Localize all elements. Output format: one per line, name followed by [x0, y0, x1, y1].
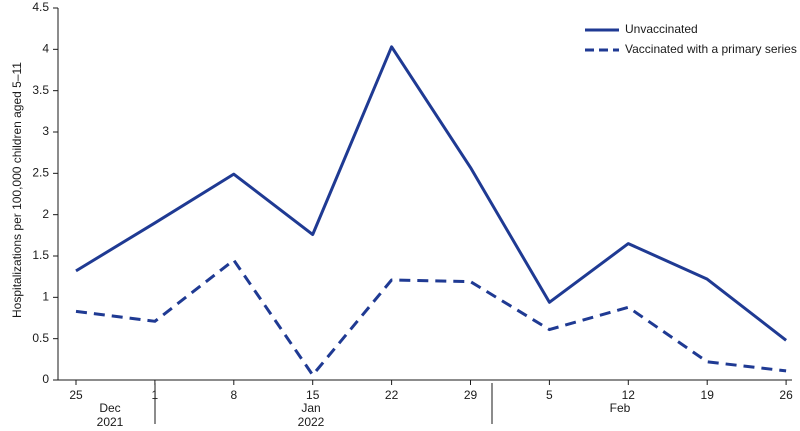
y-axis-label: Hospitalizations per 100,000 children ag… — [10, 62, 24, 318]
y-tick-label: 1.5 — [32, 248, 49, 262]
y-tick-label: 4 — [42, 42, 49, 56]
x-tick-label: 8 — [230, 388, 237, 402]
y-tick-label: 0.5 — [32, 331, 49, 345]
y-tick-label: 3.5 — [32, 83, 49, 97]
month-label: Jan — [301, 401, 320, 415]
y-tick-label: 1 — [42, 290, 49, 304]
x-tick-label: 25 — [69, 388, 83, 402]
month-label: Feb — [610, 401, 631, 415]
legend-label: Vaccinated with a primary series — [625, 42, 797, 56]
data-line — [75, 45, 788, 342]
x-tick-label: 22 — [385, 388, 399, 402]
y-tick-label: 2 — [42, 207, 49, 221]
x-tick-label: 5 — [546, 388, 553, 402]
x-tick-label: 29 — [464, 388, 478, 402]
x-tick-label: 19 — [701, 388, 715, 402]
year-label: 2021 — [97, 415, 124, 429]
month-label: Dec — [99, 401, 120, 415]
y-tick-label: 3 — [42, 124, 49, 138]
y-tick-label: 4.5 — [32, 0, 49, 14]
x-tick-label: 26 — [779, 388, 793, 402]
legend-label: Unvaccinated — [625, 22, 698, 36]
y-tick-label: 0 — [42, 372, 49, 386]
data-line — [75, 258, 787, 377]
x-tick-label: 15 — [306, 388, 320, 402]
year-label: 2022 — [298, 415, 325, 429]
y-tick-label: 2.5 — [32, 166, 49, 180]
x-tick-label: 12 — [622, 388, 636, 402]
